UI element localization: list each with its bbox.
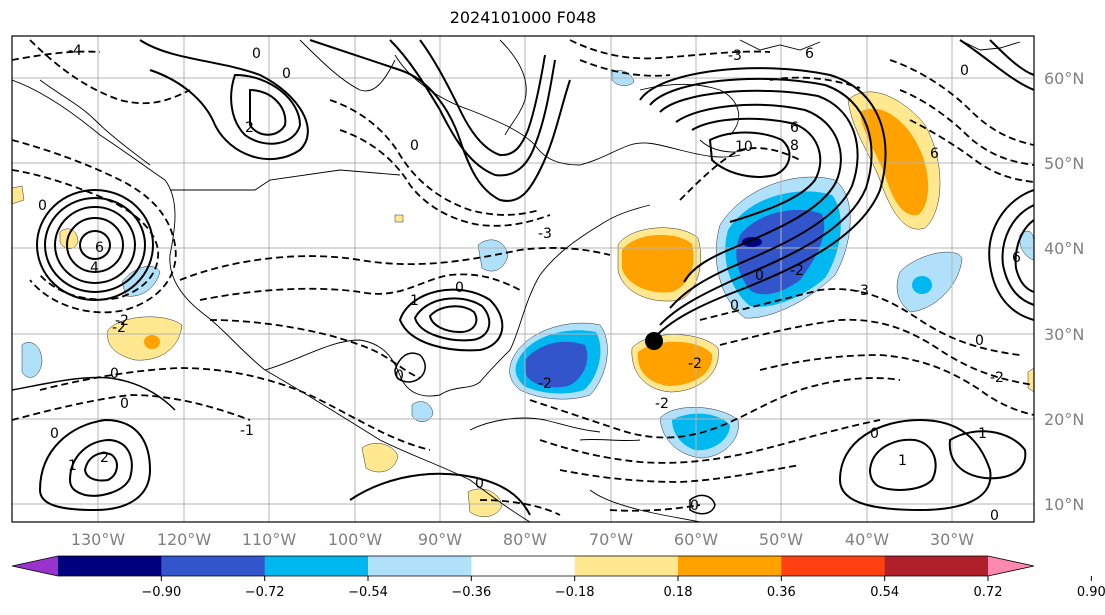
colorbar-tick-label: −0.18 (555, 585, 595, 600)
contour-label: 6 (805, 46, 814, 62)
contour-label: 1 (68, 458, 77, 474)
height-contours (12, 39, 1034, 516)
contour-label: 0 (975, 333, 984, 349)
contour-label: 0 (690, 498, 699, 514)
contour-label: -2 (112, 320, 126, 336)
colorbar-tick-label: −0.90 (141, 585, 181, 600)
colorbar-tick-label: 0.36 (767, 585, 796, 600)
colorbar-tick-label: −0.36 (451, 585, 491, 600)
lon-label: 110°W (242, 530, 297, 549)
lon-label: 120°W (157, 530, 212, 549)
contour-label: -2 (790, 263, 804, 279)
colorbar-segment (264, 556, 369, 576)
lon-label: 50°W (759, 530, 803, 549)
map-frame (11, 35, 1035, 523)
contour-label: 6 (1012, 250, 1021, 266)
lon-label: 90°W (418, 530, 462, 549)
shaded-anomalies (12, 70, 1034, 517)
contour-label: 1 (410, 293, 419, 309)
lon-label: 80°W (503, 530, 547, 549)
colorbar-segment (678, 556, 782, 576)
gridlines (12, 36, 1034, 522)
lat-label: 10°N (1044, 495, 1084, 514)
contour-label: 0 (960, 63, 969, 79)
colorbar-segment (884, 556, 989, 576)
contour-label: 10 (735, 139, 753, 155)
contour-label: 2 (245, 120, 254, 136)
contour-label: 0 (475, 476, 484, 492)
contour-label: -3 (538, 226, 552, 242)
contour-label: 6 (95, 240, 104, 256)
contour-label: 0 (50, 426, 59, 442)
contour-label: 0 (395, 368, 404, 384)
colorbar-segment (781, 556, 886, 576)
colorbar-segment (161, 556, 266, 576)
colorbar-segment (58, 556, 162, 576)
contour-label: -2 (688, 356, 702, 372)
contour-label: 0 (870, 426, 879, 442)
colorbar-tick-label: 0.72 (974, 585, 1003, 600)
lat-label: 60°N (1044, 69, 1084, 88)
storm-center-dot (645, 332, 663, 350)
contour-label: 0 (730, 298, 739, 314)
contour-label: -4 (68, 43, 82, 59)
contour-label: -1 (240, 423, 254, 439)
lat-label: 30°N (1044, 325, 1084, 344)
lon-label: 60°W (674, 530, 718, 549)
colorbar-extend-low (12, 556, 58, 576)
colorbar-tick-label: −0.72 (245, 585, 285, 600)
contour-label: 2 (100, 450, 109, 466)
contour-label: 0 (252, 46, 261, 62)
contour-label: -3 (855, 283, 869, 299)
contour-label: -2 (990, 370, 1004, 386)
contour-label: 0 (110, 366, 119, 382)
contour-label: 0 (455, 280, 464, 296)
contour-label: 4 (90, 260, 99, 276)
contour-label: 0 (282, 66, 291, 82)
contour-label: 6 (930, 146, 939, 162)
contour-label: -2 (655, 396, 669, 412)
map-area: 10 6 8 6 6 6 4 6 2 0 0 1 0 0 0 1 2 -1 -2… (12, 36, 1034, 524)
contour-label: 0 (38, 198, 47, 214)
contour-label: 6 (790, 120, 799, 136)
latitude-labels: 60°N 50°N 40°N 30°N 20°N 10°N (1044, 69, 1084, 514)
contour-label: -2 (115, 313, 129, 329)
contour-labels: 10 6 8 6 6 6 4 6 2 0 0 1 0 0 0 1 2 -1 -2… (38, 43, 1021, 524)
contour-label: -2 (538, 376, 552, 392)
colorbar-tick-label: 0.18 (664, 585, 693, 600)
colorbar-tick-label: −0.54 (348, 585, 388, 600)
lon-label: 30°W (930, 530, 974, 549)
lon-label: 70°W (589, 530, 633, 549)
contour-label: 1 (978, 426, 987, 442)
coastlines (12, 39, 1021, 522)
colorbar-outline (11, 555, 1035, 577)
lon-label: 130°W (71, 530, 126, 549)
contour-label: -3 (728, 48, 742, 64)
colorbar-segment (368, 556, 472, 576)
contour-label: 8 (790, 138, 799, 154)
lat-label: 50°N (1044, 154, 1084, 173)
colorbar-tick-label: 0.90 (1077, 585, 1105, 600)
lon-label: 40°W (845, 530, 889, 549)
longitude-labels: 130°W 120°W 110°W 100°W 90°W 80°W 70°W 6… (71, 530, 974, 549)
colorbar-tick-label: 0.54 (870, 585, 899, 600)
colorbar-segment (574, 556, 679, 576)
contour-label: 0 (755, 268, 764, 284)
lon-label: 100°W (328, 530, 383, 549)
colorbar-extend-high (988, 556, 1034, 576)
contour-label: 0 (990, 508, 999, 524)
map-title: 2024101000 F048 (449, 8, 597, 27)
contour-label: 1 (898, 453, 907, 469)
colorbar: −0.90 −0.72 −0.54 −0.36 −0.18 0.18 0.36 0.54 0.7… (11, 555, 1105, 600)
contour-label: 0 (120, 396, 129, 412)
lat-label: 40°N (1044, 239, 1084, 258)
lat-label: 20°N (1044, 410, 1084, 429)
colorbar-segment (471, 556, 576, 576)
contour-label: 0 (410, 138, 419, 154)
